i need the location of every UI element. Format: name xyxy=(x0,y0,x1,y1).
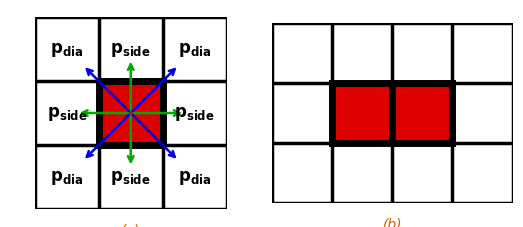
Text: $\mathbf{p_{dia}}$: $\mathbf{p_{dia}}$ xyxy=(178,168,211,186)
Text: (b): (b) xyxy=(382,217,402,227)
Text: $\mathbf{p_{side}}$: $\mathbf{p_{side}}$ xyxy=(174,105,215,122)
Text: $\mathbf{p_{dia}}$: $\mathbf{p_{dia}}$ xyxy=(178,41,211,59)
Text: (a): (a) xyxy=(121,223,140,227)
Text: $\mathbf{p_{dia}}$: $\mathbf{p_{dia}}$ xyxy=(50,168,84,186)
Text: $\mathbf{p_{side}}$: $\mathbf{p_{side}}$ xyxy=(47,105,87,122)
Text: $\mathbf{p_{dia}}$: $\mathbf{p_{dia}}$ xyxy=(50,41,84,59)
Bar xyxy=(332,84,392,143)
Bar xyxy=(392,84,452,143)
Bar xyxy=(99,82,163,145)
Text: $\mathbf{p_{side}}$: $\mathbf{p_{side}}$ xyxy=(110,41,151,59)
Text: $\mathbf{p_{side}}$: $\mathbf{p_{side}}$ xyxy=(110,168,151,186)
